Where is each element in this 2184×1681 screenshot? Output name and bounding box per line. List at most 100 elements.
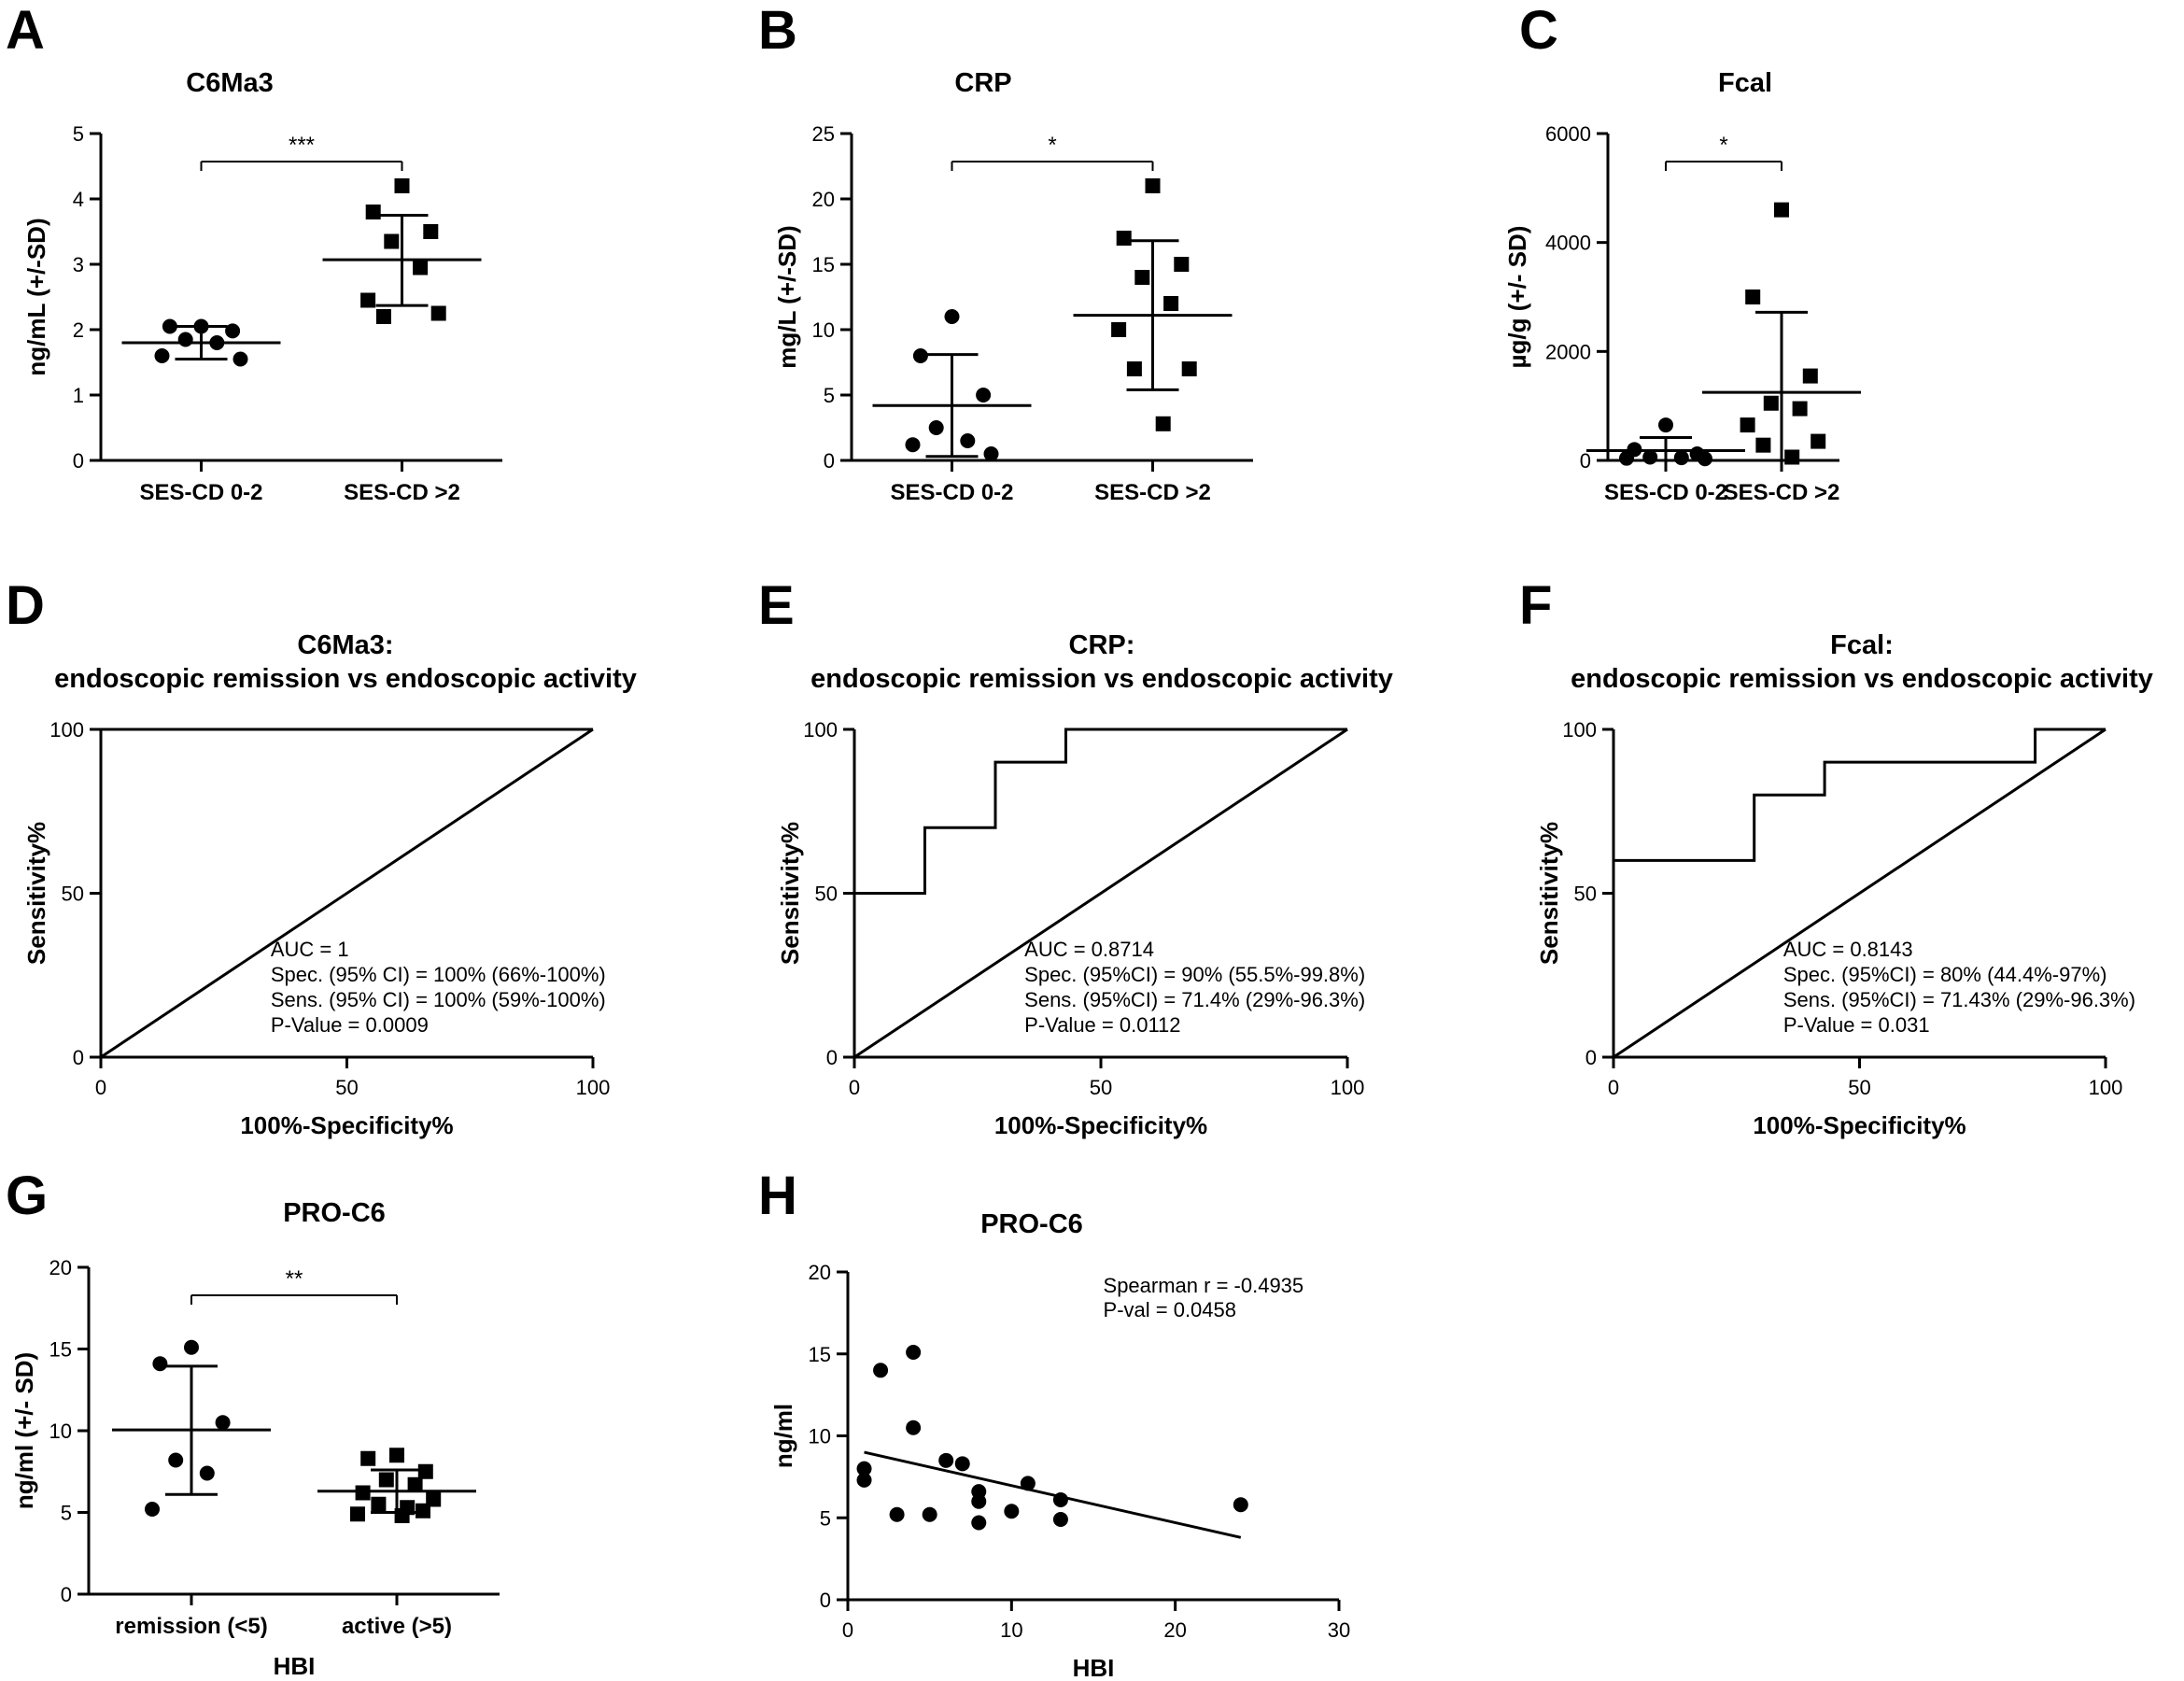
roc-annotation: P-Value = 0.031 <box>1783 1013 1930 1037</box>
x-axis-label: 100%-Specificity% <box>994 1111 1207 1139</box>
data-point <box>1745 290 1761 304</box>
data-point <box>1116 231 1132 246</box>
panel-label: A <box>6 0 45 61</box>
data-point <box>1619 450 1634 466</box>
group-1 <box>1586 417 1745 467</box>
data-point <box>928 420 944 435</box>
roc-annotation: Sens. (95%CI) = 71.43% (29%-96.3%) <box>1783 988 2135 1011</box>
panel-b: B CRP 0 5 10 15 20 25 mg/L (+/-SD) SES-CD 0-2 SES-… <box>758 0 1253 505</box>
data-point <box>423 224 439 239</box>
data-point <box>1673 450 1689 466</box>
y-tick-label: 50 <box>62 883 84 906</box>
data-point <box>215 1415 231 1431</box>
data-point <box>1784 449 1800 465</box>
panel-c: C Fcal 0 2000 4000 6000 µg/g (+/- SD) SES-CD 0-… <box>1503 0 1861 505</box>
data-point <box>355 1485 371 1501</box>
data-point <box>1642 449 1658 465</box>
panel-label: D <box>6 575 45 636</box>
group-2 <box>322 178 482 324</box>
y-axis-label: Sensitivity% <box>1535 822 1563 965</box>
data-point <box>360 292 376 308</box>
panel-label: E <box>758 575 795 636</box>
chart-title-line: endoscopic remission vs endoscopic activ… <box>810 664 1393 694</box>
data-point <box>873 1363 889 1378</box>
y-tick-label: 2000 <box>1545 340 1591 363</box>
data-point <box>1126 361 1142 376</box>
roc-annotation: P-Value = 0.0112 <box>1024 1013 1180 1037</box>
y-tick-label: 0 <box>73 449 84 473</box>
data-point <box>1174 257 1190 272</box>
data-point <box>1698 451 1712 467</box>
y-tick-label: 6000 <box>1545 122 1591 146</box>
reference-diagonal <box>100 727 594 1059</box>
category-label: SES-CD >2 <box>1094 480 1211 505</box>
reference-diagonal <box>1613 727 2107 1059</box>
data-point <box>232 351 248 367</box>
y-tick-label: 1 <box>73 384 84 407</box>
category-label: remission (<5) <box>115 1614 267 1639</box>
data-point <box>413 260 429 275</box>
x-tick-label: 10 <box>1000 1618 1022 1642</box>
chart-title-line: CRP: <box>1069 630 1135 660</box>
y-tick-label: 5 <box>824 384 835 407</box>
data-point <box>152 1356 168 1372</box>
group-1 <box>112 1339 271 1517</box>
data-point <box>938 1452 954 1468</box>
roc-curve <box>99 727 593 1057</box>
data-point <box>1111 322 1127 337</box>
data-point <box>1233 1497 1248 1513</box>
category-label: SES-CD 0-2 <box>890 480 1013 505</box>
y-tick-label: 4 <box>73 188 84 211</box>
data-point <box>430 305 446 321</box>
roc-annotation: P-Value = 0.0009 <box>271 1013 429 1037</box>
data-point <box>922 1506 937 1522</box>
data-point <box>177 332 193 347</box>
correlation-annotation: Spearman r = -0.4935 <box>1104 1274 1304 1297</box>
y-tick-label: 100 <box>1562 718 1597 742</box>
data-point <box>225 323 241 339</box>
data-point <box>1004 1504 1020 1519</box>
correlation-annotation: P-val = 0.0458 <box>1104 1298 1236 1321</box>
data-point <box>375 309 391 324</box>
chart-title-line: endoscopic remission vs endoscopic activ… <box>1571 664 2153 694</box>
chart-title-line: endoscopic remission vs endoscopic activ… <box>54 664 637 694</box>
panel-label: B <box>758 0 797 61</box>
data-point <box>1802 368 1818 384</box>
chart-title: PRO-C6 <box>980 1209 1083 1239</box>
y-tick-label: 0 <box>73 1046 84 1069</box>
x-tick-label: 0 <box>842 1618 853 1642</box>
chart-title-line: C6Ma3: <box>297 630 393 660</box>
panel-h: H PRO-C6 0 5 10 15 20 ng/ml 0 10 20 30 HBI Spearman r… <box>758 1165 1350 1681</box>
y-tick-label: 3 <box>73 253 84 276</box>
y-tick-label: 0 <box>826 1046 838 1069</box>
panel-label: F <box>1519 575 1552 636</box>
x-tick-label: 100 <box>1331 1076 1365 1099</box>
roc-annotation: Spec. (95% CI) = 100% (66%-100%) <box>271 963 606 986</box>
data-point <box>394 1508 410 1523</box>
data-point <box>365 205 381 219</box>
data-point <box>1755 437 1771 453</box>
data-point <box>389 1448 404 1463</box>
y-axis-label: mg/L (+/-SD) <box>773 225 801 368</box>
chart-title-line: Fcal: <box>1830 630 1894 660</box>
x-tick-label: 50 <box>1090 1076 1112 1099</box>
x-axis-label: HBI <box>1073 1654 1115 1681</box>
data-point <box>184 1339 199 1355</box>
chart-title: PRO-C6 <box>283 1198 386 1228</box>
y-tick-label: 0 <box>1580 449 1591 473</box>
data-point <box>350 1506 365 1522</box>
x-tick-label: 30 <box>1328 1618 1350 1642</box>
data-point <box>168 1452 184 1468</box>
x-axis-label: 100%-Specificity% <box>240 1111 453 1139</box>
data-point <box>199 1465 215 1481</box>
x-axis-label: HBI <box>274 1652 316 1680</box>
y-axis-label: ng/ml <box>769 1404 797 1468</box>
data-point <box>417 1463 433 1479</box>
y-tick-label: 25 <box>812 122 835 146</box>
roc-annotation: Sens. (95% CI) = 100% (59%-100%) <box>271 988 606 1011</box>
data-point <box>1181 361 1197 376</box>
y-tick-label: 5 <box>73 122 84 146</box>
significance-marker: *** <box>289 133 315 158</box>
category-label: SES-CD 0-2 <box>1604 480 1727 505</box>
x-tick-label: 100 <box>576 1076 611 1099</box>
